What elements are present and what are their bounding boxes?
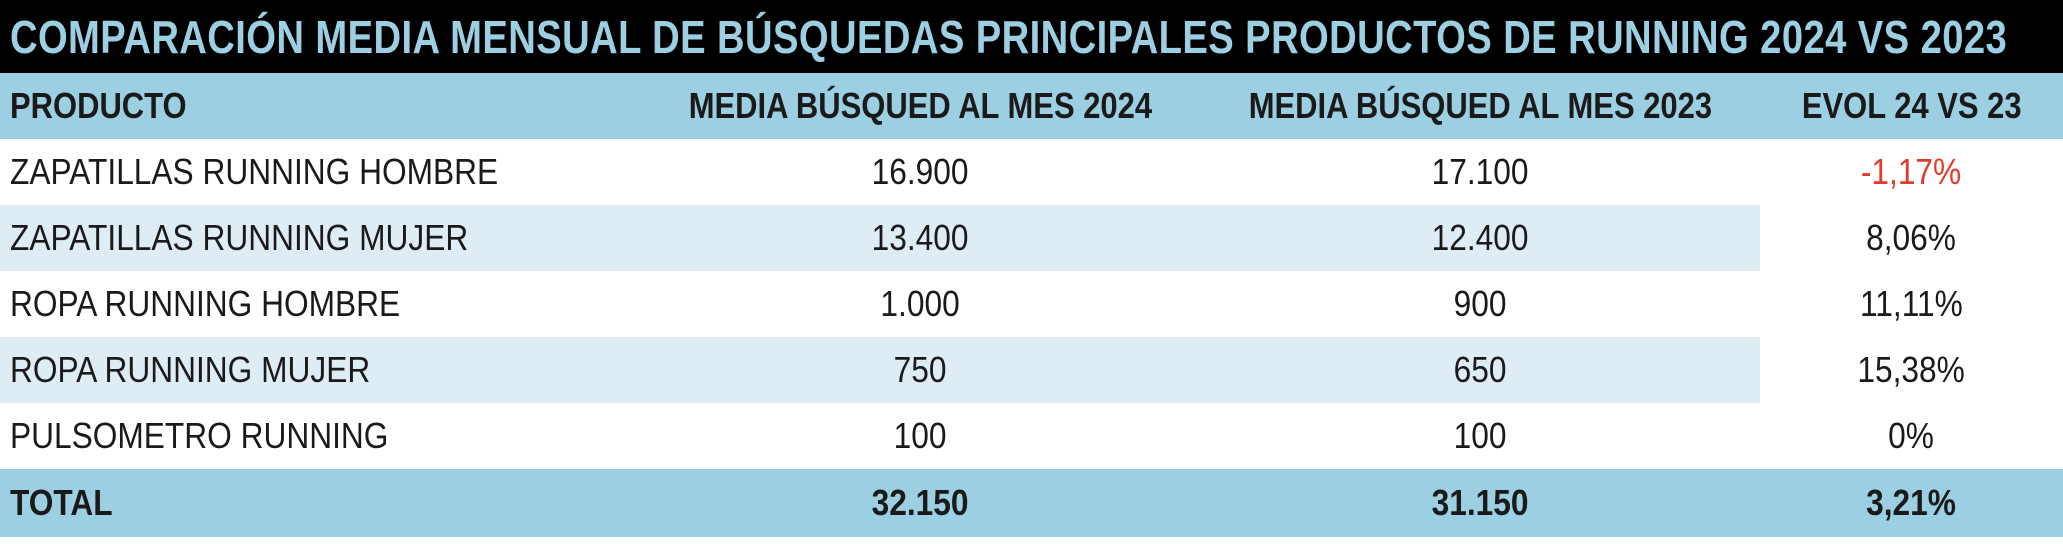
comparison-table: PRODUCTO MEDIA BÚSQUED AL MES 2024 MEDIA… (0, 73, 2063, 537)
table-row: ZAPATILLAS RUNNING MUJER 13.400 12.400 8… (0, 205, 2063, 271)
cell-total-label: TOTAL (0, 469, 640, 537)
cell-media-2024: 16.900 (871, 151, 969, 192)
cell-media-2024: 100 (893, 415, 947, 456)
table-header-row: PRODUCTO MEDIA BÚSQUED AL MES 2024 MEDIA… (0, 73, 2063, 139)
cell-producto: ZAPATILLAS RUNNING MUJER (0, 205, 640, 271)
cell-total-evol: 3,21% (1760, 469, 2063, 537)
cell-producto: PULSOMETRO RUNNING (10, 415, 389, 456)
header-producto: PRODUCTO (0, 73, 640, 139)
cell-media-2024: 13.400 (640, 205, 1200, 271)
cell-media-2023: 900 (1453, 283, 1507, 324)
cell-producto: ZAPATILLAS RUNNING HOMBRE (10, 151, 499, 192)
cell-media-2024: 750 (640, 337, 1200, 403)
title-bar: COMPARACIÓN MEDIA MENSUAL DE BÚSQUEDAS P… (0, 0, 2063, 73)
cell-evol: 11,11% (1860, 283, 1963, 324)
table-row: PULSOMETRO RUNNING 100 100 0% (0, 403, 2063, 469)
cell-producto: ROPA RUNNING MUJER (0, 337, 640, 403)
cell-total-media-2024: 32.150 (640, 469, 1200, 537)
header-evol: EVOL 24 VS 23 (1760, 73, 2063, 139)
cell-media-2023: 100 (1453, 415, 1507, 456)
table-row: ROPA RUNNING HOMBRE 1.000 900 11,11% (0, 271, 2063, 337)
cell-evol: 15,38% (1857, 349, 1966, 390)
total-row: TOTAL 32.150 31.150 3,21% (0, 469, 2063, 537)
cell-media-2023: 650 (1200, 337, 1760, 403)
cell-evol: -1,17% (1861, 151, 1962, 192)
page-title: COMPARACIÓN MEDIA MENSUAL DE BÚSQUEDAS P… (9, 10, 2008, 63)
header-media-2023: MEDIA BÚSQUED AL MES 2023 (1200, 73, 1760, 139)
cell-media-2023: 17.100 (1431, 151, 1529, 192)
header-media-2024: MEDIA BÚSQUED AL MES 2024 (640, 73, 1200, 139)
cell-evol: 8,06% (1866, 217, 1957, 258)
table-row: ZAPATILLAS RUNNING HOMBRE 16.900 17.100 … (0, 139, 2063, 205)
cell-media-2023: 12.400 (1200, 205, 1760, 271)
table-row: ROPA RUNNING MUJER 750 650 15,38% (0, 337, 2063, 403)
cell-producto: ROPA RUNNING HOMBRE (10, 283, 401, 324)
cell-media-2024: 1.000 (880, 283, 960, 324)
cell-evol: 0% (1888, 415, 1935, 456)
cell-total-media-2023: 31.150 (1200, 469, 1760, 537)
